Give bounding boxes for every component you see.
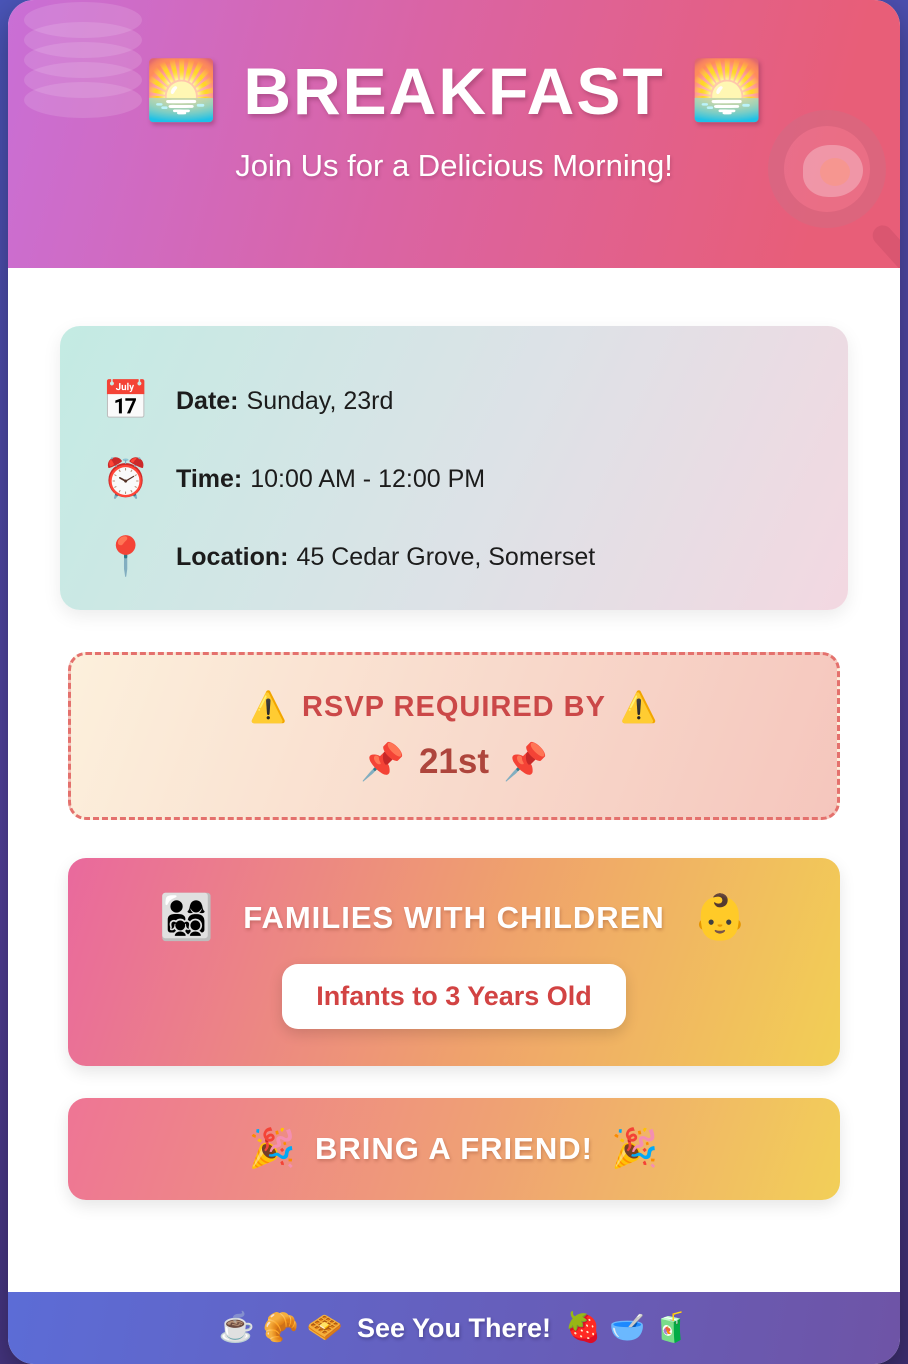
page-subtitle: Join Us for a Delicious Morning! [235, 148, 673, 183]
rsvp-deadline: 21st [418, 741, 490, 781]
footer-banner: ☕ 🥐 🧇 See You There! 🍓 🥣 🧃 [8, 1292, 900, 1364]
party-popper-icon: 🎉 [248, 1128, 298, 1170]
family-icon: 👨‍👩‍👧‍👦 [159, 892, 216, 942]
calendar-icon: 📅 [102, 380, 150, 422]
page-title-row: 🌅 BREAKFAST 🌅 [8, 0, 900, 124]
warning-icon: ⚠️ [249, 690, 289, 724]
sunrise-icon: 🌅 [145, 58, 218, 123]
time-value: 10:00 AM - 12:00 PM [250, 464, 486, 493]
families-title: FAMILIES WITH CHILDREN [243, 899, 665, 935]
bring-a-friend-text: BRING A FRIEND! [315, 1131, 593, 1166]
baby-icon: 👶 [692, 892, 749, 942]
date-text: Date: Sunday, 23rd [176, 387, 393, 416]
time-text: Time: 10:00 AM - 12:00 PM [176, 465, 485, 494]
pushpin-icon: 📌 [360, 740, 405, 782]
round-pushpin-icon: 📍 [102, 536, 150, 578]
time-label: Time: [176, 464, 243, 493]
location-value: 45 Cedar Grove, Somerset [296, 542, 596, 571]
location-label: Location: [176, 542, 289, 571]
date-label: Date: [176, 386, 239, 415]
party-popper-icon: 🎉 [610, 1128, 660, 1170]
rsvp-notice-box: ⚠️ RSVP REQUIRED BY ⚠️ 📌 21st 📌 [68, 652, 840, 820]
alarm-clock-icon: ⏰ [102, 458, 150, 500]
location-text: Location: 45 Cedar Grove, Somerset [176, 543, 595, 572]
rsvp-deadline-row: 📌 21st 📌 [360, 741, 548, 783]
pancake-stack-decoration [24, 2, 144, 122]
content-area: 📅 Date: Sunday, 23rd ⏰ Time: 10:00 AM - 12… [8, 268, 900, 1200]
breakfast-food-icons-right: 🍓 🥣 🧃 [565, 1311, 690, 1344]
pushpin-icon: 📌 [503, 740, 548, 782]
date-value: Sunday, 23rd [246, 386, 394, 415]
frying-pan-decoration [748, 100, 900, 268]
event-details-card: 📅 Date: Sunday, 23rd ⏰ Time: 10:00 AM - 12… [60, 326, 848, 610]
bring-a-friend-banner: 🎉 BRING A FRIEND! 🎉 [68, 1098, 840, 1200]
warning-icon: ⚠️ [619, 690, 659, 724]
page-title: BREAKFAST [243, 54, 665, 128]
rsvp-heading-row: ⚠️ RSVP REQUIRED BY ⚠️ [250, 690, 659, 725]
footer-text: See You There! [356, 1312, 552, 1343]
breakfast-food-icons-left: ☕ 🥐 🧇 [218, 1311, 343, 1344]
sunrise-icon: 🌅 [690, 58, 763, 123]
invitation-card: 🌅 BREAKFAST 🌅 Join Us for a Delicious Mo… [8, 0, 900, 1364]
families-card: 👨‍👩‍👧‍👦 FAMILIES WITH CHILDREN 👶 Infants… [68, 858, 840, 1066]
time-row: ⏰ Time: 10:00 AM - 12:00 PM [100, 444, 818, 514]
age-range-pill: Infants to 3 Years Old [282, 963, 626, 1029]
date-row: 📅 Date: Sunday, 23rd [100, 366, 818, 436]
rsvp-heading: RSVP REQUIRED BY [302, 690, 606, 723]
location-row: 📍 Location: 45 Cedar Grove, Somerset [100, 522, 818, 592]
families-title-row: 👨‍👩‍👧‍👦 FAMILIES WITH CHILDREN 👶 [159, 892, 749, 942]
header-banner: 🌅 BREAKFAST 🌅 Join Us for a Delicious Mo… [8, 0, 900, 268]
